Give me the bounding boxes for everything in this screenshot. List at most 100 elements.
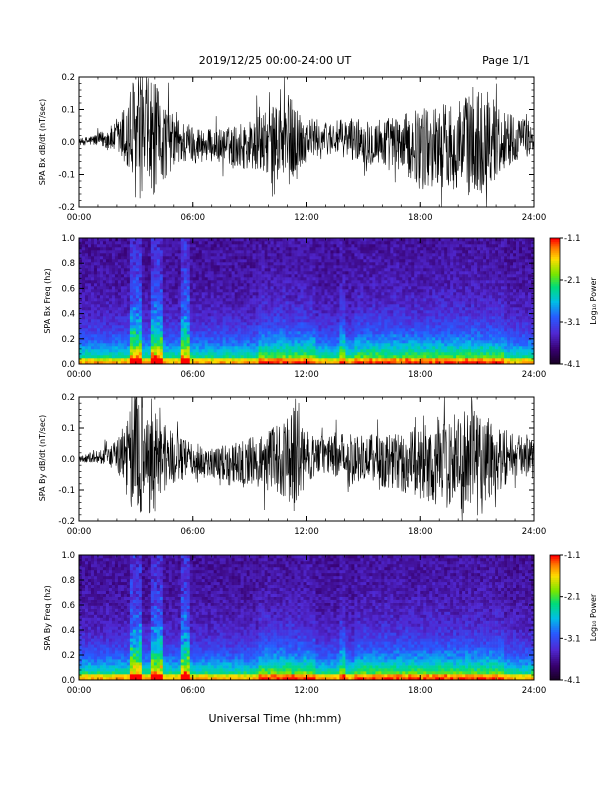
heatmap-cell bbox=[154, 337, 157, 340]
heatmap-cell bbox=[133, 295, 136, 298]
heatmap-cell bbox=[82, 274, 85, 277]
heatmap-cell bbox=[318, 298, 321, 301]
heatmap-cell bbox=[411, 280, 414, 283]
heatmap-cell bbox=[241, 334, 244, 337]
heatmap-cell bbox=[277, 241, 280, 244]
heatmap-cell bbox=[169, 304, 172, 307]
heatmap-cell bbox=[133, 349, 136, 352]
heatmap-cell bbox=[241, 343, 244, 346]
heatmap-cell bbox=[172, 280, 175, 283]
heatmap-cell bbox=[348, 259, 351, 262]
heatmap-cell bbox=[405, 310, 408, 313]
heatmap-cell bbox=[145, 295, 148, 298]
heatmap-cell bbox=[100, 271, 103, 274]
heatmap-cell bbox=[318, 283, 321, 286]
heatmap-cell bbox=[172, 334, 175, 337]
heatmap-cell bbox=[100, 241, 103, 244]
heatmap-cell bbox=[145, 319, 148, 322]
heatmap-cell bbox=[265, 298, 268, 301]
heatmap-cell bbox=[109, 271, 112, 274]
heatmap-cell bbox=[88, 337, 91, 340]
heatmap-cell bbox=[351, 289, 354, 292]
heatmap-cell bbox=[133, 301, 136, 304]
heatmap-cell bbox=[100, 322, 103, 325]
heatmap-cell bbox=[97, 346, 100, 349]
heatmap-cell bbox=[318, 325, 321, 328]
heatmap-cell bbox=[262, 334, 265, 337]
heatmap-cell bbox=[103, 253, 106, 256]
heatmap-cell bbox=[381, 280, 384, 283]
heatmap-cell bbox=[268, 292, 271, 295]
heatmap-cell bbox=[292, 358, 295, 361]
heatmap-cell bbox=[124, 340, 127, 343]
heatmap-cell bbox=[381, 316, 384, 319]
heatmap-cell bbox=[226, 244, 229, 247]
heatmap-cell bbox=[339, 289, 342, 292]
heatmap-cell bbox=[381, 355, 384, 358]
heatmap-cell bbox=[384, 298, 387, 301]
heatmap-cell bbox=[312, 304, 315, 307]
heatmap-cell bbox=[277, 268, 280, 271]
heatmap-cell bbox=[232, 280, 235, 283]
heatmap-cell bbox=[103, 349, 106, 352]
heatmap-cell bbox=[324, 325, 327, 328]
heatmap-cell bbox=[154, 274, 157, 277]
heatmap-cell bbox=[396, 307, 399, 310]
heatmap-cell bbox=[387, 295, 390, 298]
heatmap-cell bbox=[265, 253, 268, 256]
heatmap-cell bbox=[142, 310, 145, 313]
heatmap-cell bbox=[175, 337, 178, 340]
heatmap-cell bbox=[166, 289, 169, 292]
heatmap-cell bbox=[253, 295, 256, 298]
heatmap-cell bbox=[166, 319, 169, 322]
heatmap-cell bbox=[312, 307, 315, 310]
heatmap-cell bbox=[223, 313, 226, 316]
heatmap-cell bbox=[396, 316, 399, 319]
heatmap-cell bbox=[151, 292, 154, 295]
heatmap-cell bbox=[280, 322, 283, 325]
heatmap-cell bbox=[223, 316, 226, 319]
heatmap-cell bbox=[259, 274, 262, 277]
heatmap-cell bbox=[124, 280, 127, 283]
heatmap-cell bbox=[229, 316, 232, 319]
heatmap-cell bbox=[109, 277, 112, 280]
heatmap-cell bbox=[312, 319, 315, 322]
heatmap-cell bbox=[211, 307, 214, 310]
heatmap-cell bbox=[187, 262, 190, 265]
heatmap-cell bbox=[103, 319, 106, 322]
heatmap-cell bbox=[360, 286, 363, 289]
heatmap-cell bbox=[423, 346, 426, 349]
heatmap-cell bbox=[100, 286, 103, 289]
heatmap-cell bbox=[220, 289, 223, 292]
heatmap-cell bbox=[366, 262, 369, 265]
heatmap-cell bbox=[130, 340, 133, 343]
heatmap-cell bbox=[190, 262, 193, 265]
heatmap-cell bbox=[405, 274, 408, 277]
heatmap-cell bbox=[378, 310, 381, 313]
heatmap-cell bbox=[283, 346, 286, 349]
heatmap-cell bbox=[399, 271, 402, 274]
heatmap-cell bbox=[157, 268, 160, 271]
heatmap-cell bbox=[411, 295, 414, 298]
heatmap-cell bbox=[247, 346, 250, 349]
heatmap-cell bbox=[408, 310, 411, 313]
heatmap-cell bbox=[232, 307, 235, 310]
heatmap-cell bbox=[121, 334, 124, 337]
heatmap-cell bbox=[199, 247, 202, 250]
heatmap-cell bbox=[396, 319, 399, 322]
heatmap-cell bbox=[384, 319, 387, 322]
heatmap-cell bbox=[112, 295, 115, 298]
heatmap-cell bbox=[160, 322, 163, 325]
heatmap-cell bbox=[301, 334, 304, 337]
heatmap-cell bbox=[301, 271, 304, 274]
heatmap-cell bbox=[133, 307, 136, 310]
heatmap-cell bbox=[205, 307, 208, 310]
heatmap-cell bbox=[283, 247, 286, 250]
heatmap-cell bbox=[312, 295, 315, 298]
heatmap-cell bbox=[184, 298, 187, 301]
heatmap-cell bbox=[214, 283, 217, 286]
heatmap-cell bbox=[136, 358, 139, 361]
heatmap-cell bbox=[318, 292, 321, 295]
heatmap-cell bbox=[133, 259, 136, 262]
heatmap-cell bbox=[247, 340, 250, 343]
